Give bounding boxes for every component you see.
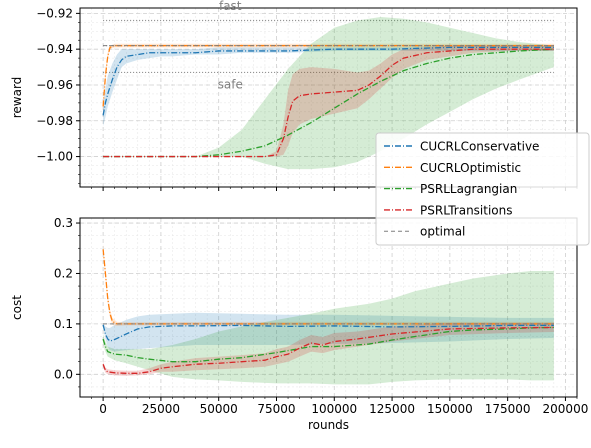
bottom-xlabel: rounds: [308, 418, 349, 432]
psrllagrangian-line: [102, 326, 554, 363]
top-ytick-label: −1.00: [36, 150, 73, 164]
bottom-ytick-label: 0.0: [54, 367, 73, 381]
legend-label-cucrloptimistic: CUCRLOptimistic: [420, 161, 521, 175]
bottom-ytick-label: 0.1: [54, 317, 73, 331]
bottom-ytick-label: 0.2: [54, 266, 73, 280]
top-ylabel: reward: [10, 77, 24, 119]
top-ytick-label: −0.94: [36, 42, 73, 56]
bottom-ytick-label: 0.3: [54, 216, 73, 230]
cucrlconservative-band: [103, 312, 554, 352]
bottom-axes-frame: [79, 217, 578, 398]
psrllagrangian-band: [103, 270, 554, 385]
annotation-fast: fast: [219, 0, 242, 13]
psrltransitions-line: [103, 48, 554, 158]
bottom-ylabel: cost: [10, 295, 24, 320]
bottom-xtick-label: 100000: [311, 402, 357, 416]
bottom-panel: 0.0 0.1 0.2 0.3 0 25000 50000 75000 100000 125000…: [10, 216, 588, 432]
top-ytick-label: −0.96: [36, 78, 73, 92]
top-lines: [102, 44, 554, 158]
psrltransitions-line: [102, 326, 554, 374]
bottom-xtick-label: 175000: [485, 402, 531, 416]
top-ytick-label: −0.92: [36, 6, 73, 20]
top-ytick-label: −0.98: [36, 114, 73, 128]
legend-label-psrllagrangian: PSRLLagrangian: [420, 182, 517, 196]
bottom-xtick-label: 25000: [142, 402, 180, 416]
bottom-xtick-label: 75000: [257, 402, 295, 416]
annotation-safe: safe: [218, 78, 243, 92]
bottom-xtick-label: 50000: [200, 402, 238, 416]
legend-label-optimal: optimal: [420, 225, 465, 239]
legend-box: [375, 132, 590, 246]
psrllagrangian-line: [103, 48, 554, 158]
top-panel: −1.00 −0.98 −0.96 −0.94 −0.92 reward fast safe: [10, 0, 578, 191]
cucrlconservative-line: [102, 324, 554, 342]
cucrlconservative-band: [103, 45, 554, 127]
legend: CUCRLConservative CUCRLOptimistic PSRLLagr…: [375, 132, 590, 246]
psrltransitions-band: [103, 45, 554, 157]
psrltransitions-band: [103, 322, 554, 376]
bottom-xtick-label: 0: [99, 402, 107, 416]
cucrlconservative-line: [102, 46, 554, 116]
legend-label-cucrlconservative: CUCRLConservative: [420, 140, 539, 154]
bottom-xtick-label: 150000: [427, 402, 473, 416]
top-axes-frame: [79, 7, 578, 188]
legend-label-psrltransitions: PSRLTransitions: [420, 203, 513, 217]
bottom-lines: [102, 249, 554, 374]
bottom-xtick-label: 200000: [543, 402, 589, 416]
bottom-bands: [103, 244, 554, 385]
bottom-xtick-label: 125000: [369, 402, 415, 416]
